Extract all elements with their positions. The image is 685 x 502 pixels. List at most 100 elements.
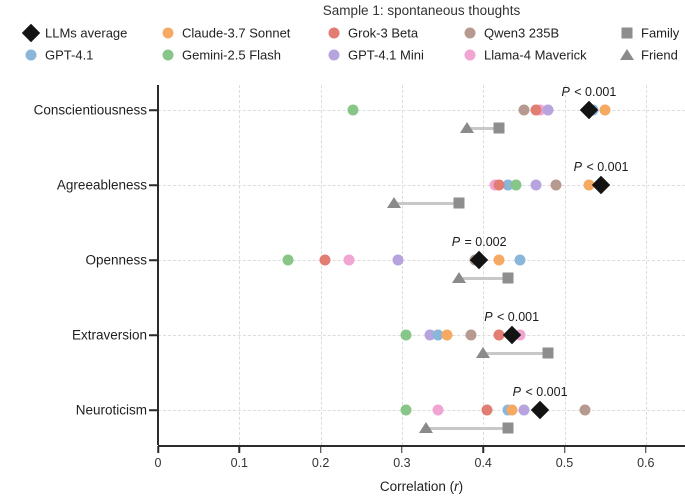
marker-qwen3-235b — [579, 404, 591, 416]
x-axis-line — [158, 445, 685, 447]
v-gridline — [483, 85, 485, 445]
x-tick — [238, 446, 241, 453]
v-gridline — [320, 85, 322, 445]
x-tick — [563, 446, 566, 453]
legend-label-gpt-4-1: GPT-4.1 — [45, 47, 94, 63]
marker-grok-3-beta — [530, 104, 542, 116]
category-label: Agreeableness — [56, 177, 147, 193]
marker-family — [502, 272, 514, 284]
x-axis-label: Correlation (r) — [158, 479, 685, 494]
x-tick-label: 0.5 — [555, 456, 574, 470]
marker-gpt-4-1-mini — [392, 254, 404, 266]
legend-marker-claude-3-7-sonnet-circle-icon — [162, 27, 174, 39]
marker-gpt-4-1-mini — [424, 329, 436, 341]
h-gridline — [158, 110, 685, 111]
marker-llms-average — [469, 250, 489, 270]
legend-marker-family-square-icon — [621, 27, 633, 39]
legend-marker-gpt-4-1-mini-circle-icon — [328, 49, 340, 61]
p-value-label: P < 0.001 — [561, 85, 617, 99]
marker-claude-3-7-sonnet — [441, 329, 453, 341]
legend-marker-gpt-4-1-circle-icon — [25, 49, 37, 61]
legend-marker-grok-3-beta-circle-icon — [328, 27, 340, 39]
category-tick — [149, 259, 157, 261]
h-gridline — [158, 260, 685, 261]
p-value-label: P < 0.001 — [512, 385, 568, 399]
legend-label-grok-3-beta: Grok-3 Beta — [348, 25, 419, 41]
x-tick — [157, 446, 159, 453]
legend-marker-qwen3-235b-circle-icon — [464, 27, 476, 39]
marker-gemini-2-5-flash — [282, 254, 294, 266]
category-label: Conscientiousness — [33, 102, 147, 118]
marker-qwen3-235b — [550, 179, 562, 191]
legend-label-llama-4-maverick: Llama-4 Maverick — [484, 47, 587, 63]
marker-grok-3-beta — [493, 179, 505, 191]
marker-gpt-4-1 — [502, 179, 514, 191]
marker-gpt-4-1-mini — [542, 104, 554, 116]
legend-label-claude-3-7-sonnet: Claude-3.7 Sonnet — [182, 25, 291, 41]
category-label: Neuroticism — [75, 402, 147, 418]
marker-llms-average — [530, 400, 550, 420]
v-gridline — [239, 85, 241, 445]
legend-label-family: Family — [641, 25, 680, 41]
category-label: Openness — [85, 252, 147, 268]
v-gridline — [564, 85, 566, 445]
marker-gpt-4-1-mini — [530, 179, 542, 191]
x-tick-label: 0.4 — [474, 456, 492, 470]
marker-friend — [459, 121, 474, 133]
marker-gemini-2-5-flash — [347, 104, 359, 116]
marker-gpt-4-1 — [432, 329, 444, 341]
marker-qwen3-235b — [518, 104, 530, 116]
h-gridline — [158, 410, 685, 411]
x-tick — [401, 446, 403, 453]
v-gridline — [645, 85, 647, 445]
category-tick — [149, 334, 157, 336]
legend-label-qwen3-235b: Qwen3 235B — [484, 25, 560, 41]
marker-gpt-4-1-mini — [518, 404, 530, 416]
marker-grok-3-beta — [319, 254, 331, 266]
marker-llms-average — [591, 175, 611, 195]
marker-friend — [419, 421, 434, 433]
y-axis-line — [157, 85, 159, 445]
p-value-label: P < 0.001 — [484, 310, 540, 324]
marker-llms-average — [579, 100, 599, 120]
marker-qwen3-235b — [465, 329, 477, 341]
chart-title: Sample 1: spontaneous thoughts — [322, 3, 521, 18]
x-tick-label: 0.2 — [311, 456, 330, 470]
x-tick — [482, 446, 484, 453]
marker-gemini-2-5-flash — [510, 179, 522, 191]
friend-family-connector — [466, 127, 500, 130]
legend-label-gemini-2-5-flash: Gemini-2.5 Flash — [182, 47, 281, 63]
p-value-label: P < 0.001 — [573, 160, 629, 174]
x-axis-label-italic-r: r — [454, 479, 459, 494]
category-tick — [149, 409, 157, 411]
x-tick — [319, 446, 322, 453]
category-label: Extraversion — [71, 327, 147, 343]
marker-llama-4-maverick — [432, 404, 444, 416]
marker-claude-3-7-sonnet — [506, 404, 518, 416]
marker-gpt-4-1 — [514, 254, 526, 266]
legend-marker-friend-triangle-icon — [620, 48, 634, 60]
marker-grok-3-beta — [493, 329, 505, 341]
x-axis-label-prefix: Correlation ( — [379, 479, 455, 494]
x-tick-label: 0.6 — [637, 456, 655, 470]
h-gridline — [158, 335, 685, 336]
marker-grok-3-beta — [481, 404, 493, 416]
legend-marker-llms-average-diamond-icon — [21, 23, 41, 43]
legend-label-gpt-4-1-mini: GPT-4.1 Mini — [348, 47, 424, 63]
v-gridline — [401, 85, 403, 445]
legend-marker-gemini-2-5-flash-circle-icon — [162, 49, 174, 61]
friend-family-connector — [426, 427, 508, 430]
x-tick-label: 0.1 — [230, 456, 248, 470]
h-gridline — [158, 185, 685, 186]
marker-gemini-2-5-flash — [400, 329, 412, 341]
friend-family-connector — [483, 352, 549, 355]
marker-gemini-2-5-flash — [400, 404, 412, 416]
x-tick-label: 0 — [154, 456, 162, 470]
marker-claude-3-7-sonnet — [583, 179, 595, 191]
legend-label-llms-average: LLMs average — [45, 25, 128, 41]
marker-friend — [451, 271, 466, 283]
legend-label-friend: Friend — [641, 47, 678, 63]
friend-family-connector — [393, 202, 459, 205]
marker-family — [493, 122, 505, 134]
